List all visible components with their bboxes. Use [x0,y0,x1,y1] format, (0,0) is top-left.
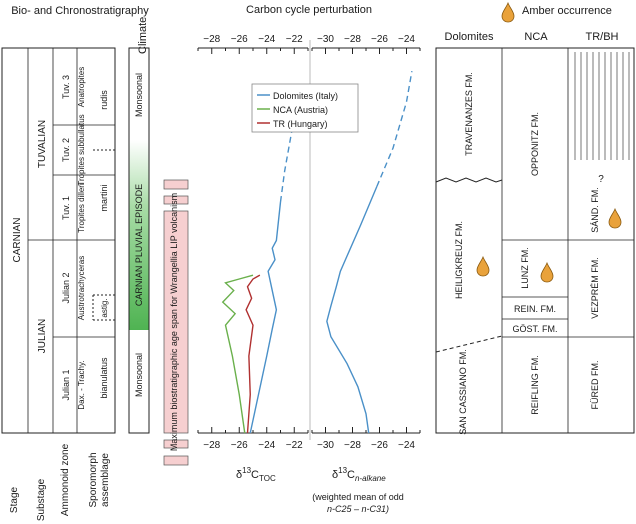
climate-monsoonal-top: Monsoonal [134,73,144,117]
header-bio-chrono: Bio- and Chronostratigraphy [11,5,149,17]
alkane-tick-label: −30 [317,34,334,45]
header-trbh: TR/BH [586,31,619,43]
substage-julian: JULIAN [37,319,48,353]
toc-tick-label: −28 [203,440,220,451]
label-ammonoid: Ammonoid zone [60,443,71,516]
stage-carnian: CARNIAN [12,217,23,262]
alkane-axis-label: δ13Cn-alkane (weighted mean of odd n-C25… [312,466,404,514]
alkane-tick-label: −26 [371,440,388,451]
toc-tick-label: −28 [203,34,220,45]
ammonoid-austrotrachyceras: Austrotrachyceras [77,256,86,320]
fm-sand: SÁND. FM. [590,187,600,233]
stratigraphy-table: CARNIAN TUVALIAN JULIAN Tuv. 3 Tuv. 2 Tu… [1,47,116,434]
ammonoid-subbullatus: Tropites subbullatus [77,114,86,185]
fm-rein: REIN. FM. [514,304,556,314]
sporomorph-bianulatus: bianulatus [99,357,109,399]
climate-column: Monsoonal CARNIAN PLUVIAL EPISODE Monsoo… [128,47,150,434]
toc-tick-label: −22 [286,34,303,45]
alkane-series-dolomites-dashed-line [376,70,413,187]
volcanism-span-box [163,210,189,434]
sporomorph-martini: martini [99,184,109,211]
pluvial-fill [129,140,149,330]
toc-series-tr-line [245,274,261,434]
header-amber: Amber occurrence [522,5,612,17]
climate-pluvial-episode: CARNIAN PLUVIAL EPISODE [134,184,144,306]
amber-drop-icon [540,261,554,283]
alkane-series-dolomites-line [326,186,378,434]
ammonoid-anatropites: Anatropites [77,67,86,107]
fm-fured: FÜRED FM. [590,361,600,410]
legend-nca: NCA (Austria) [273,105,328,115]
toc-tick-label: −22 [286,440,303,451]
label-substage: Substage [36,478,47,521]
subzone-julian1: Julian 1 [61,369,71,400]
toc-axis-label: δ13CTOC [236,466,276,483]
header-carbon: Carbon cycle perturbation [246,4,372,16]
sporomorph-rudis: rudis [99,90,109,110]
fm-vezprem: VEZPRÉM FM. [590,257,600,319]
header-nca: NCA [524,31,548,43]
volcanism-bars: Maximum biostratigraphic age span for Wr… [163,179,189,466]
chart-legend: Dolomites (Italy) NCA (Austria) TR (Hung… [251,83,359,133]
alkane-tick-label: −24 [398,440,415,451]
toc-tick-label: −24 [258,440,275,451]
alkane-tick-label: −30 [317,440,334,451]
label-stage: Stage [9,486,20,513]
formations-panel: TRAVENANZES FM. HEILIGKREUZ FM. SAN CASS… [435,47,635,435]
toc-tick-label: −26 [231,34,248,45]
amber-drop-icon [501,1,515,23]
sporomorph-astig: astig. [100,298,109,317]
ammonoid-dax-trachy: Dax. - Trachy. [77,360,86,409]
svg-text:Sporomorphassemblage: Sporomorphassemblage [88,452,111,507]
substage-tuvalian: TUVALIAN [37,120,48,168]
label-sporomorph: Sporomorphassemblage [88,452,111,507]
toc-tick-label: −24 [258,34,275,45]
fm-opponitz: OPPONITZ FM. [530,112,540,176]
toc-tick-label: −26 [231,440,248,451]
header-climate: Climate [137,17,149,54]
legend-tr: TR (Hungary) [273,119,328,129]
fm-heiligkreuz: HEILIGKREUZ FM. [454,221,464,299]
legend-dolomites: Dolomites (Italy) [273,91,338,101]
fm-reifling: REIFLING FM. [530,355,540,415]
header-dolomites: Dolomites [445,31,494,43]
subzone-julian2: Julian 2 [61,272,71,303]
amber-drop-icon [608,207,622,229]
alkane-tick-label: −26 [371,34,388,45]
toc-series-dolomites-dashed-line [279,124,294,203]
fm-san-cassiano: SAN CASSIANO FM. [458,349,468,435]
toc-series-dolomites-line [249,201,282,434]
subzone-tuv1: Tuv. 1 [61,196,71,220]
amber-drop-icon [476,255,490,277]
ammonoid-dilleri: Tropites dilleri [77,183,86,233]
svg-text:δ13CTOC: δ13CTOC [236,466,276,483]
alkane-tick-label: −24 [398,34,415,45]
svg-text:δ13Cn-alkane: δ13Cn-alkane [332,466,386,483]
fm-question: ? [598,174,604,185]
fm-travenanzes: TRAVENANZES FM. [464,72,474,156]
weighted-mean-line1: (weighted mean of odd [312,492,404,502]
climate-monsoonal-bottom: Monsoonal [134,353,144,397]
toc-series-nca-line [221,274,254,434]
volcanism-label: Maximum biostratigraphic age span for Wr… [169,193,179,451]
fm-lunz: LUNZ FM. [520,247,530,289]
fm-gost: GÖST. FM. [513,324,558,334]
alkane-tick-label: −28 [344,34,361,45]
alkane-tick-label: −28 [344,440,361,451]
subzone-tuv3: Tuv. 3 [61,75,71,99]
subzone-tuv2: Tuv. 2 [61,138,71,162]
weighted-mean-line2: n-C25 – n-C31) [327,504,389,514]
